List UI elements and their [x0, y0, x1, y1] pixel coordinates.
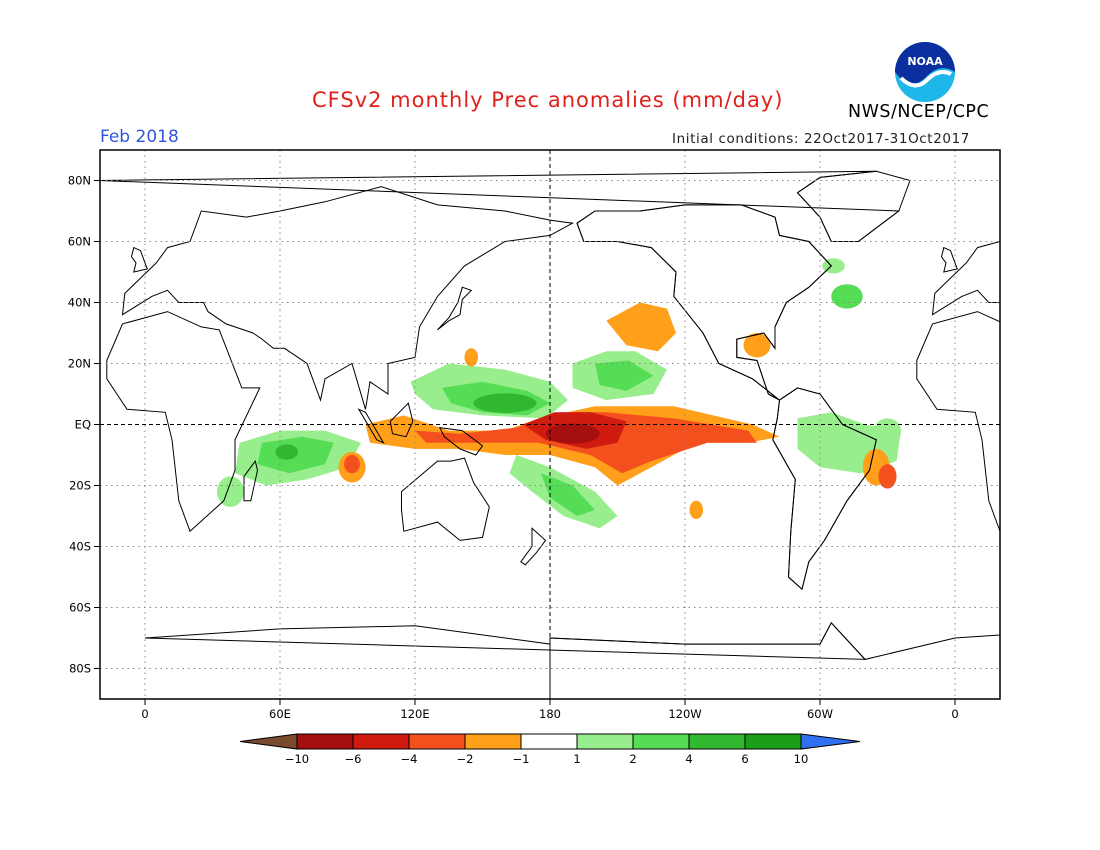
coastline-australia [401, 457, 490, 541]
legend-swatch [352, 733, 410, 750]
brazil-dry [878, 464, 897, 489]
legend-swatch [688, 733, 746, 750]
coastline-new-zealand [520, 527, 547, 566]
legend-high-arrow [800, 733, 861, 750]
coastline-antarctica [549, 621, 1000, 699]
legend-swatch [408, 733, 466, 750]
lat-tick-label: 60N [68, 235, 91, 249]
legend-label: 6 [741, 752, 748, 766]
coastline-sumatra [357, 408, 385, 444]
legend-low-arrow [239, 733, 298, 750]
legend-swatch [464, 733, 522, 750]
coastline-borneo [389, 402, 414, 438]
lat-tick-label: 20N [68, 357, 91, 371]
noaa-logo-text: NOAA [907, 55, 943, 68]
lon-tick-labels: 0 60E 120E 180 120W 60W 0 [141, 699, 959, 721]
initial-conditions-label: Initial conditions: 22Oct2017-31Oct2017 [672, 131, 970, 147]
target-month-label: Feb 2018 [100, 127, 179, 147]
lon-tick-label: 120W [668, 707, 701, 721]
philippine-sea-dry [464, 348, 478, 367]
lat-tick-label: 80N [68, 174, 91, 188]
lon-tick-label: 0 [951, 707, 958, 721]
coastline-madagascar [243, 459, 259, 502]
legend-label: 10 [794, 752, 809, 766]
coastline-uk [130, 246, 148, 273]
lat-tick-label: 40S [69, 540, 91, 554]
legend-label: 1 [573, 752, 580, 766]
gridline-layer [100, 150, 1000, 699]
legend-swatch [744, 733, 802, 750]
madagascar-wet [217, 476, 244, 507]
legend-label: −4 [401, 752, 418, 766]
legend-label: 4 [685, 752, 692, 766]
coastline-north-america [576, 204, 833, 401]
lon-tick-label: 180 [539, 707, 561, 721]
legend-label: −1 [513, 752, 530, 766]
north-pacific-dry [606, 302, 676, 352]
legend-label: −2 [457, 752, 474, 766]
nw-pacific-wet-core [473, 393, 537, 413]
noaa-logo-icon: NOAA [895, 42, 955, 102]
coastline-africa [106, 311, 261, 533]
lat-tick-label: EQ [75, 418, 91, 432]
coastline-eurasia [121, 186, 575, 410]
hawaii-wet-core [595, 360, 654, 391]
lat-tick-label: 60S [69, 601, 91, 615]
spcz-wet-mid [541, 473, 595, 516]
lat-tick-label: 80S [69, 662, 91, 676]
lon-tick-label: 60E [269, 707, 291, 721]
coastline-africa [916, 311, 1000, 533]
legend-swatch [632, 733, 690, 750]
south-pacific-dry [689, 500, 703, 520]
legend-swatch [576, 733, 634, 750]
coastline-greenland [796, 170, 911, 242]
south-indian-dry-core [344, 455, 360, 474]
lon-tick-label: 60W [807, 707, 833, 721]
coastline-uk [940, 246, 958, 273]
legend-swatch [520, 733, 578, 750]
lon-tick-label: 0 [141, 707, 148, 721]
legend-swatch [296, 733, 354, 750]
agency-label: NWS/NCEP/CPC [848, 102, 990, 122]
lat-tick-labels: 80N 60N 40N 20N EQ 20S 40S 60S 80S [68, 174, 100, 676]
legend-label: 2 [629, 752, 636, 766]
indian-ocean-wet-core [275, 444, 298, 460]
coastline-south-america [772, 387, 877, 591]
coastline-japan [437, 286, 473, 331]
lat-tick-label: 40N [68, 296, 91, 310]
gulf-of-mexico-dry [743, 333, 771, 358]
central-pacific-dry-core [545, 423, 600, 444]
lat-tick-label: 20S [69, 479, 91, 493]
legend-label: −10 [285, 752, 309, 766]
coastline-layer [100, 170, 1000, 699]
lon-tick-label: 120E [400, 707, 429, 721]
map-title: CFSv2 monthly Prec anomalies (mm/day) [312, 88, 784, 112]
legend-label: −6 [345, 752, 362, 766]
coastline-new-guinea [438, 426, 484, 456]
